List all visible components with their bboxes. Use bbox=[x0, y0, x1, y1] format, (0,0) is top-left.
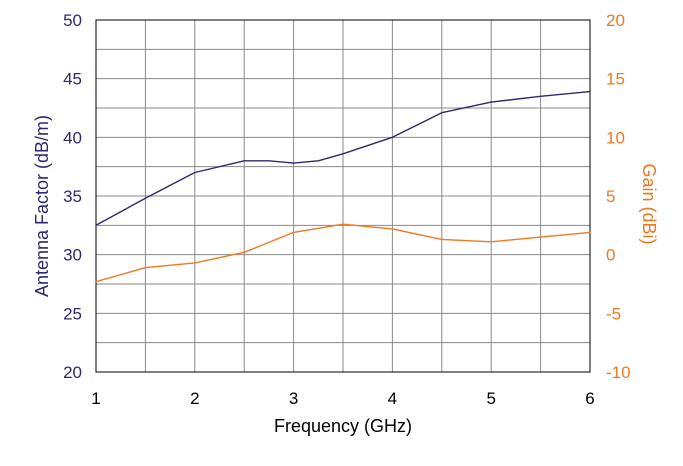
gain-series-line bbox=[95, 223, 591, 283]
x-axis-label: Frequency (GHz) bbox=[274, 416, 412, 436]
x-tick-label: 6 bbox=[585, 389, 594, 408]
y-axis-right-label: Gain (dBi) bbox=[639, 163, 659, 244]
grid bbox=[96, 20, 590, 372]
y-right-tick-label: 5 bbox=[606, 187, 615, 206]
x-tick-label: 5 bbox=[486, 389, 495, 408]
y-left-tick-label: 45 bbox=[63, 70, 82, 89]
x-tick-label: 1 bbox=[91, 389, 100, 408]
y-right-tick-label: 20 bbox=[606, 11, 625, 30]
y-left-tick-label: 50 bbox=[63, 11, 82, 30]
series-group bbox=[95, 90, 591, 283]
x-tick-label: 3 bbox=[289, 389, 298, 408]
antenna-factor-series-line bbox=[95, 90, 591, 227]
y-axis-left-label: Antenna Factor (dB/m) bbox=[32, 115, 52, 297]
y-right-tick-label: 0 bbox=[606, 246, 615, 265]
y-left-tick-label: 35 bbox=[63, 187, 82, 206]
y-right-tick-label: -10 bbox=[606, 363, 631, 382]
x-tick-label: 2 bbox=[190, 389, 199, 408]
y-right-tick-label: 10 bbox=[606, 128, 625, 147]
plot-frame bbox=[95, 19, 591, 373]
x-tick-label: 4 bbox=[388, 389, 397, 408]
y-left-tick-label: 40 bbox=[63, 128, 82, 147]
y-right-tick-label: 15 bbox=[606, 70, 625, 89]
y-left-tick-label: 20 bbox=[63, 363, 82, 382]
y-left-tick-label: 30 bbox=[63, 246, 82, 265]
y-left-tick-label: 25 bbox=[63, 304, 82, 323]
y-right-tick-label: -5 bbox=[606, 304, 621, 323]
